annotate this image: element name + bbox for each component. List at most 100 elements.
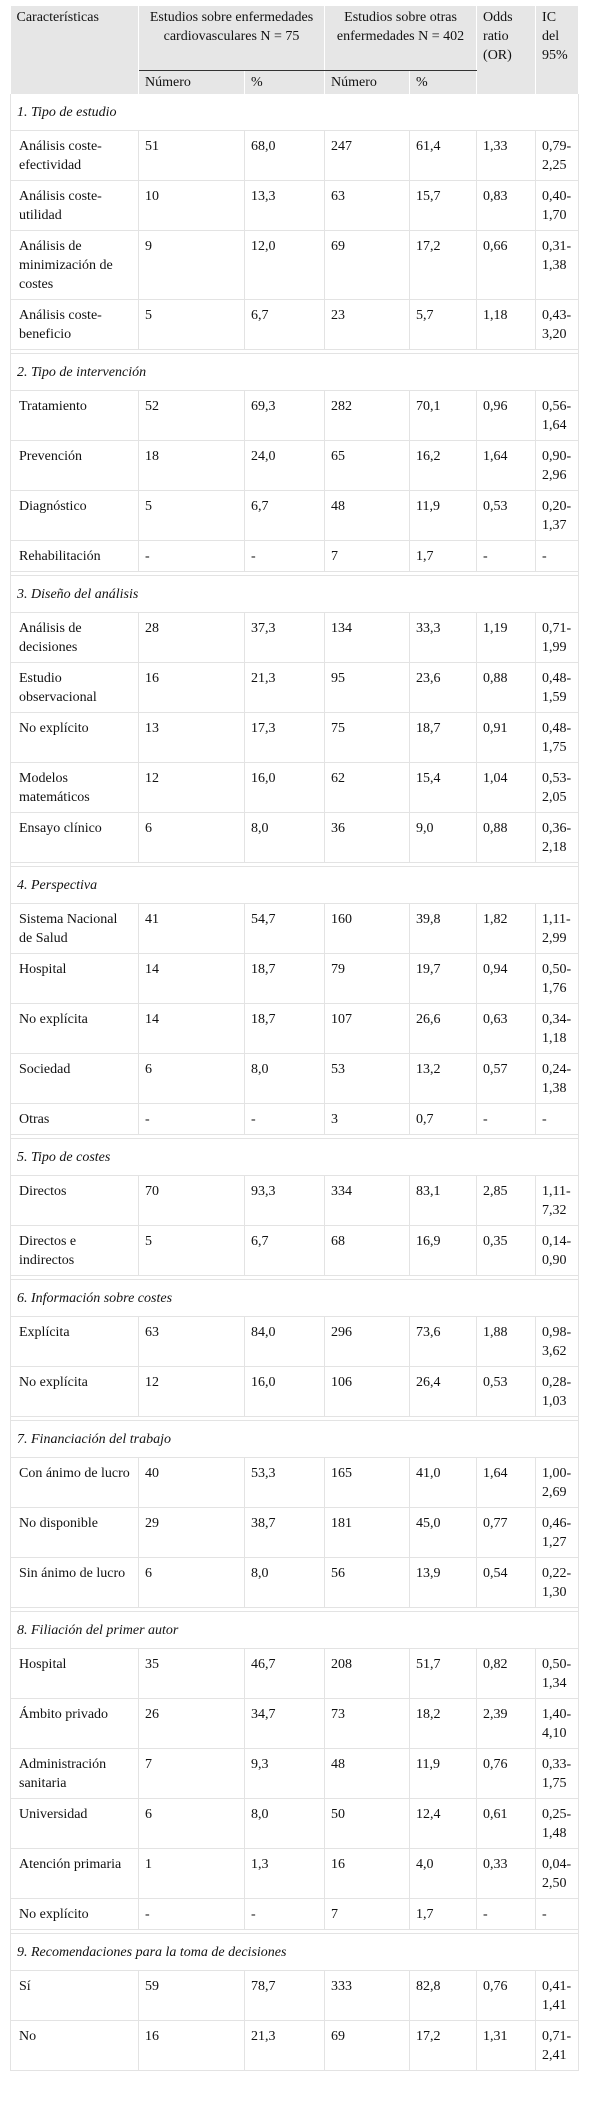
cardio-numero: 6 xyxy=(138,1557,245,1608)
table-row: Análisis coste-efectividad 51 68,0 247 61,4 1… xyxy=(10,130,580,181)
row-label: Diagnóstico xyxy=(10,490,139,541)
table-row: No explícita 14 18,7 107 26,6 0,63 0,34-1,18 xyxy=(10,1003,580,1054)
otras-pct: 0,7 xyxy=(409,1103,478,1135)
ic95: 0,36-2,18 xyxy=(535,812,580,863)
otras-numero: 68 xyxy=(324,1225,411,1276)
table-row: Diagnóstico 5 6,7 48 11,9 0,53 0,20-1,37 xyxy=(10,490,580,541)
section-spacer xyxy=(9,1134,580,1139)
cardio-pct: 8,0 xyxy=(244,1557,326,1608)
cardio-pct: 34,7 xyxy=(244,1698,326,1749)
row-label: Análisis coste-efectividad xyxy=(10,130,139,181)
section-row: 6. Información sobre costes xyxy=(9,1279,580,1317)
ic95: 0,50-1,34 xyxy=(535,1648,580,1699)
odds-ratio: 0,88 xyxy=(476,662,537,713)
odds-ratio: 0,66 xyxy=(476,230,537,300)
ic95: 0,31-1,38 xyxy=(535,230,580,300)
cardio-numero: 35 xyxy=(138,1648,245,1699)
cardio-numero: 6 xyxy=(138,1053,245,1104)
row-label: Hospital xyxy=(10,1648,139,1699)
cardio-pct: 54,7 xyxy=(244,903,326,954)
otras-pct: 16,2 xyxy=(409,440,478,491)
table-row: Explícita 63 84,0 296 73,6 1,88 0,98-3,62 xyxy=(10,1316,580,1367)
cardio-numero: 51 xyxy=(138,130,245,181)
ic95: - xyxy=(535,540,580,572)
otras-pct: 18,2 xyxy=(409,1698,478,1749)
row-label: Sin ánimo de lucro xyxy=(10,1557,139,1608)
otras-pct: 11,9 xyxy=(409,1748,478,1799)
row-label: No explícito xyxy=(10,1898,139,1930)
ic95: 1,11-2,99 xyxy=(535,903,580,954)
odds-ratio: 0,54 xyxy=(476,1557,537,1608)
table-row: No explícito - -7 1,7- - xyxy=(10,1898,580,1930)
otras-pct: 17,2 xyxy=(409,230,478,300)
cardio-numero: 16 xyxy=(138,662,245,713)
row-label: No explícito xyxy=(10,712,139,763)
odds-ratio: - xyxy=(476,1103,537,1135)
header-otras-numero: Número xyxy=(324,70,411,94)
row-label: Estudio observacional xyxy=(10,662,139,713)
section-spacer xyxy=(9,1275,580,1280)
table-row: Sociedad 6 8,0 53 13,2 0,57 0,24-1,38 xyxy=(10,1053,580,1104)
ic95: 0,28-1,03 xyxy=(535,1366,580,1417)
section-title: 2. Tipo de intervención xyxy=(9,353,580,391)
row-label: Análisis coste-beneficio xyxy=(10,299,139,350)
otras-pct: 1,7 xyxy=(409,540,478,572)
table-row: Prevención 18 24,0 65 16,2 1,64 0,90-2,96 xyxy=(10,440,580,491)
spacer-cell xyxy=(9,571,580,576)
cardio-numero: 10 xyxy=(138,180,245,231)
spacer-cell xyxy=(9,1929,580,1934)
otras-pct: 18,7 xyxy=(409,712,478,763)
section-row: 2. Tipo de intervención xyxy=(9,353,580,391)
ic95: 0,40-1,70 xyxy=(535,180,580,231)
ic95: 0,98-3,62 xyxy=(535,1316,580,1367)
otras-pct: 23,6 xyxy=(409,662,478,713)
row-label: Universidad xyxy=(10,1798,139,1849)
otras-numero: 79 xyxy=(324,953,411,1004)
cardio-pct: 17,3 xyxy=(244,712,326,763)
otras-numero: 53 xyxy=(324,1053,411,1104)
table-row: Sin ánimo de lucro 6 8,0 56 13,9 0,54 0,22-1,3… xyxy=(10,1557,580,1608)
otras-pct: 15,4 xyxy=(409,762,478,813)
cardio-pct: 6,7 xyxy=(244,1225,326,1276)
odds-ratio: - xyxy=(476,540,537,572)
table-row: Sistema Nacional de Salud 41 54,7 160 39,8 1,… xyxy=(10,903,580,954)
section-spacer xyxy=(9,862,580,867)
cardio-numero: 59 xyxy=(138,1970,245,2021)
table-body: 1. Tipo de estudio Análisis coste-efectiv… xyxy=(9,94,580,2071)
ic95: 0,25-1,48 xyxy=(535,1798,580,1849)
cardio-numero: - xyxy=(138,540,245,572)
section-row: 9. Recomendaciones para la toma de decis… xyxy=(9,1933,580,1971)
ic95: 0,33-1,75 xyxy=(535,1748,580,1799)
table-row: Estudio observacional 16 21,3 95 23,6 0,88 0,4… xyxy=(10,662,580,713)
row-label: Otras xyxy=(10,1103,139,1135)
ic95: 0,71-2,41 xyxy=(535,2020,580,2071)
otras-numero: 7 xyxy=(324,540,411,572)
cardio-numero: 6 xyxy=(138,1798,245,1849)
cardio-numero: 12 xyxy=(138,1366,245,1417)
table-row: Directos 70 93,3 334 83,1 2,85 1,11-7,32 xyxy=(10,1175,580,1226)
table-row: Ámbito privado 26 34,7 73 18,2 2,39 1,40-4,10 xyxy=(10,1698,580,1749)
table-row: Sí 59 78,7 333 82,8 0,76 0,41-1,41 xyxy=(10,1970,580,2021)
row-label: Explícita xyxy=(10,1316,139,1367)
otras-pct: 9,0 xyxy=(409,812,478,863)
cardio-numero: 14 xyxy=(138,1003,245,1054)
odds-ratio: 0,35 xyxy=(476,1225,537,1276)
cardio-pct: 84,0 xyxy=(244,1316,326,1367)
row-label: Análisis de decisiones xyxy=(10,612,139,663)
otras-pct: 83,1 xyxy=(409,1175,478,1226)
odds-ratio: 1,64 xyxy=(476,440,537,491)
row-label: Sí xyxy=(10,1970,139,2021)
odds-ratio: - xyxy=(476,1898,537,1930)
row-label: Prevención xyxy=(10,440,139,491)
otras-pct: 70,1 xyxy=(409,390,478,441)
spacer-cell xyxy=(9,1134,580,1139)
ic95: 0,48-1,59 xyxy=(535,662,580,713)
spacer-cell xyxy=(9,349,580,354)
section-spacer xyxy=(9,1929,580,1934)
row-label: Directos xyxy=(10,1175,139,1226)
odds-ratio: 0,61 xyxy=(476,1798,537,1849)
cardio-pct: - xyxy=(244,540,326,572)
ic95: 0,41-1,41 xyxy=(535,1970,580,2021)
ic95: 0,56-1,64 xyxy=(535,390,580,441)
cardio-numero: 5 xyxy=(138,1225,245,1276)
